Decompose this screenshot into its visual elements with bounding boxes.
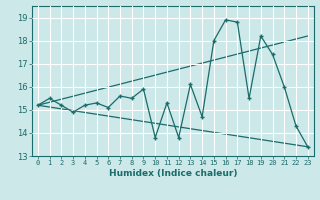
X-axis label: Humidex (Indice chaleur): Humidex (Indice chaleur)	[108, 169, 237, 178]
